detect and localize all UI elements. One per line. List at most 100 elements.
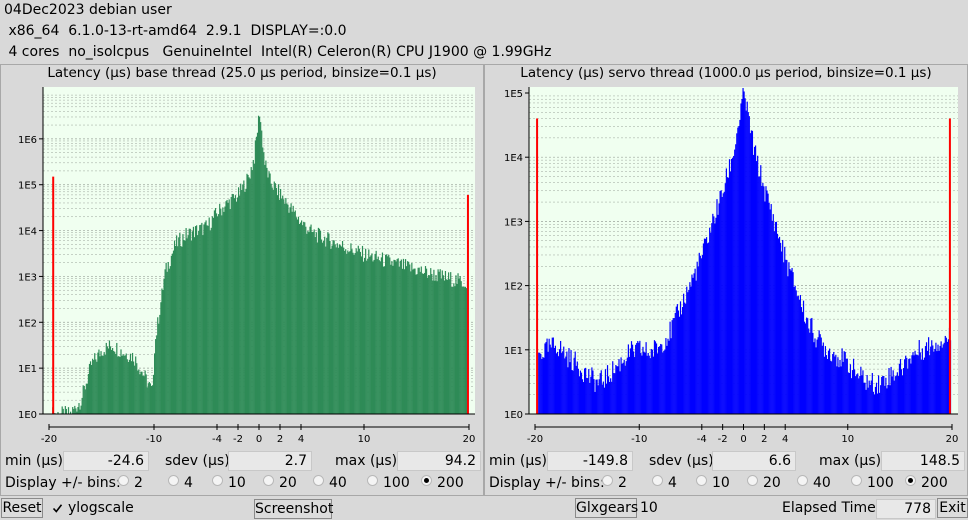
base-bar (108, 340, 111, 414)
base-bar (104, 354, 106, 414)
servo-bar (854, 369, 856, 414)
servo-bins-radio-20[interactable]: 20 (747, 475, 781, 491)
base-bar (327, 232, 329, 414)
base-bar (285, 197, 287, 414)
base-bar (462, 286, 464, 414)
base-bins-radio-200[interactable]: 200 (421, 475, 464, 491)
servo-bar (571, 370, 573, 414)
servo-bar (814, 338, 816, 414)
base-bins-label: Display +/- bins: (5, 475, 121, 491)
servo-bar (883, 375, 885, 414)
servo-bar (653, 340, 656, 414)
base-bar (465, 288, 468, 414)
base-bar (436, 281, 438, 414)
base-x-tick-label: 20 (463, 434, 476, 445)
servo-bar (845, 358, 847, 414)
base-bar (278, 199, 281, 414)
base-bar (73, 408, 75, 414)
servo-bins-radio-10[interactable]: 10 (696, 475, 730, 491)
base-bar (212, 217, 214, 414)
base-bar (228, 199, 230, 414)
base-bar (236, 197, 239, 414)
servo-bar (604, 369, 607, 414)
servo-bar (946, 341, 948, 414)
base-bar (179, 233, 181, 414)
servo-bar (677, 310, 680, 414)
base-bar (250, 167, 252, 414)
servo-bar (617, 366, 619, 414)
servo-bar (898, 363, 901, 414)
ylogscale-checkbox[interactable] (52, 503, 63, 514)
base-bar (440, 278, 442, 414)
servo-bar (566, 351, 568, 414)
base-bar (210, 227, 212, 414)
base-bar (288, 212, 290, 414)
servo-bar (702, 243, 705, 414)
base-bar (339, 245, 342, 414)
reset-button[interactable]: Reset (1, 498, 43, 518)
base-bar (294, 210, 296, 414)
base-bar (118, 356, 120, 414)
servo-bar (546, 338, 548, 414)
servo-bar (542, 357, 544, 414)
base-bar (246, 173, 248, 414)
servo-bar (784, 246, 786, 414)
servo-bins-radio-100[interactable]: 100 (851, 475, 894, 491)
base-bins-radio-10[interactable]: 10 (212, 475, 246, 491)
base-bar (273, 181, 275, 414)
servo-bar (926, 350, 929, 414)
glxgears-button[interactable]: Glxgears (575, 498, 639, 518)
base-bar (202, 235, 204, 414)
servo-y-tick-label: 1E1 (504, 346, 523, 357)
servo-bar (851, 370, 854, 414)
servo-bar (942, 344, 944, 414)
base-bar (437, 269, 439, 414)
servo-bar (557, 356, 560, 414)
servo-bar (832, 354, 834, 414)
exit-button[interactable]: Exit (937, 498, 968, 518)
base-bins-radio-40[interactable]: 40 (313, 475, 347, 491)
servo-bins-radio-2[interactable]: 2 (602, 475, 627, 491)
base-bins-radio-20[interactable]: 20 (263, 475, 297, 491)
servo-bar (595, 379, 597, 414)
servo-bar (607, 376, 610, 414)
servo-bar (887, 385, 889, 414)
screenshot-button[interactable]: Screenshot (254, 499, 334, 519)
servo-bar (908, 358, 910, 414)
servo-bar (621, 363, 623, 414)
servo-bar (826, 358, 829, 414)
base-bar (376, 259, 378, 414)
base-bar (267, 177, 269, 414)
base-bar (397, 258, 399, 414)
base-max-value: 94.2 (397, 451, 481, 471)
servo-bar (667, 338, 669, 414)
base-bar (93, 360, 95, 414)
radio-indicator (212, 475, 223, 486)
base-bar (241, 189, 243, 414)
servo-bar (551, 337, 553, 414)
servo-bar (820, 337, 822, 414)
base-x-tick-label: 4 (298, 434, 304, 445)
servo-bar (870, 380, 872, 414)
servo-bar (544, 343, 546, 414)
servo-bar (757, 155, 759, 414)
servo-bar (772, 214, 774, 414)
base-bins-radio-4[interactable]: 4 (168, 475, 193, 491)
servo-bar (695, 280, 697, 414)
servo-bar (796, 296, 798, 414)
radio-label: 10 (228, 475, 246, 491)
base-bar (239, 195, 241, 414)
servo-bar (890, 366, 892, 414)
servo-bar (548, 338, 550, 414)
servo-bins-radio-4[interactable]: 4 (652, 475, 677, 491)
servo-x-tick-label: -2 (718, 434, 728, 445)
base-bar (224, 206, 226, 414)
servo-bins-radio-200[interactable]: 200 (905, 475, 948, 491)
base-bins-radio-2[interactable]: 2 (118, 475, 143, 491)
base-bins-radio-100[interactable]: 100 (367, 475, 410, 491)
base-bar (222, 207, 224, 414)
servo-bins-radio-40[interactable]: 40 (797, 475, 831, 491)
base-bins-row: Display +/- bins: 2 4 10 20 40 100 200 (1, 474, 483, 494)
base-bar (428, 275, 430, 414)
